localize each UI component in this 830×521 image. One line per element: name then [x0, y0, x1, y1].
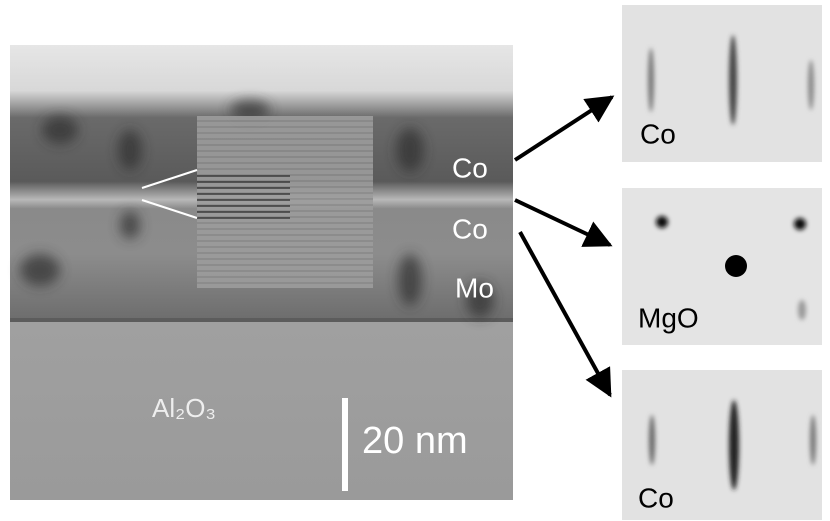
layer-label: Co: [452, 152, 488, 183]
figure: 20 nm Co Co Mo Al₂O₃ Co MgO: [0, 0, 830, 521]
panel-label: MgO: [638, 302, 699, 333]
substrate-label: Al₂O₃: [152, 393, 216, 423]
scale-bar: [342, 398, 348, 491]
layer-label: Mo: [455, 272, 494, 303]
layer-label: Co: [452, 213, 488, 244]
hrtem-inset: [197, 116, 373, 288]
diffraction-panel: Co: [622, 5, 822, 162]
panel-label: Co: [638, 482, 674, 513]
arrows: [515, 97, 612, 395]
scale-bar-label: 20 nm: [362, 420, 468, 462]
interface-line: [10, 318, 513, 322]
diffraction-panel: Co: [622, 370, 822, 520]
tem-image: 20 nm Co Co Mo Al₂O₃: [10, 45, 513, 500]
panel-label: Co: [640, 118, 676, 149]
diffraction-panel: MgO: [622, 188, 822, 345]
